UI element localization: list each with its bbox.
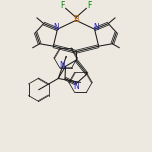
Text: B: B bbox=[73, 15, 79, 24]
Text: F: F bbox=[60, 1, 65, 10]
Text: N: N bbox=[73, 82, 79, 91]
Text: N: N bbox=[53, 23, 59, 32]
Text: N: N bbox=[93, 23, 99, 32]
Text: N: N bbox=[59, 60, 65, 70]
Text: F: F bbox=[87, 1, 92, 10]
